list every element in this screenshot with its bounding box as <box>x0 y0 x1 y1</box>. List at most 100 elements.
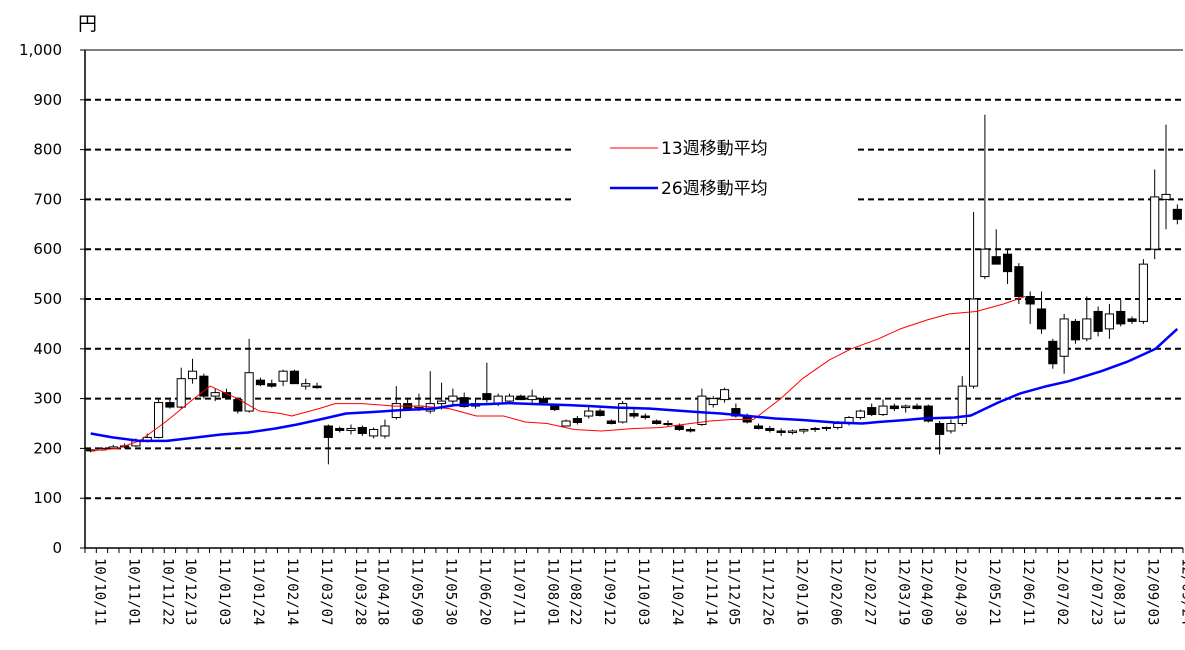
candle <box>640 413 650 420</box>
x-tick-label: 11/09/12 <box>601 558 617 625</box>
candle-body-up <box>278 370 288 382</box>
y-tick-label: 900 <box>33 91 62 109</box>
candle-body-up <box>719 389 730 401</box>
candle-body-up <box>957 385 967 424</box>
candle <box>312 382 322 389</box>
candle <box>1104 303 1114 339</box>
candle-body-down <box>923 405 933 422</box>
candle-body-up <box>301 383 311 387</box>
candle <box>1014 263 1024 304</box>
candle <box>1150 169 1160 260</box>
candle <box>335 426 345 433</box>
candle-body-down <box>1014 266 1024 298</box>
candle <box>1070 318 1081 344</box>
candle-body-up <box>821 426 832 429</box>
x-tick-label: 12/06/11 <box>1020 558 1036 625</box>
legend: 13週移動平均 26週移動平均 <box>575 125 858 222</box>
candle <box>289 369 299 385</box>
x-tick-label: 11/12/05 <box>726 558 742 625</box>
y-tick-label: 200 <box>33 439 62 457</box>
candle <box>776 428 786 436</box>
grid-lines <box>85 49 1183 500</box>
y-tick-label: 800 <box>33 141 62 159</box>
y-tick-label: 700 <box>33 190 62 208</box>
x-tick-label: 12/02/27 <box>861 558 877 625</box>
candle <box>527 389 537 404</box>
candle <box>1059 313 1069 374</box>
candle-body-down <box>629 413 639 417</box>
candle <box>799 428 809 434</box>
candle-body-up <box>504 395 515 402</box>
candle <box>1002 249 1013 285</box>
candle-body-down <box>606 420 616 425</box>
x-tick-label: 12/03/19 <box>895 558 911 625</box>
y-tick-label: 100 <box>33 489 62 507</box>
candle-body-up <box>369 428 379 437</box>
candle <box>278 369 288 387</box>
candle <box>901 404 911 413</box>
candle <box>629 409 639 419</box>
candle <box>436 382 447 410</box>
candle-body-down <box>165 402 175 408</box>
candle <box>572 416 582 425</box>
candle-body-up <box>1082 318 1092 340</box>
candle <box>1172 204 1182 225</box>
candle-body-up <box>810 427 820 430</box>
x-tick-label: 11/05/30 <box>443 558 459 625</box>
candle <box>923 404 933 423</box>
y-tick-label: 1,000 <box>19 41 62 59</box>
x-tick-label: 12/05/21 <box>986 558 1002 625</box>
candle <box>210 388 220 402</box>
candle-body-down <box>935 423 945 435</box>
x-tick-label: 11/02/14 <box>284 558 300 625</box>
candle <box>448 388 458 407</box>
candle-body-up <box>1161 193 1171 200</box>
x-tick-label: 11/10/24 <box>669 558 685 625</box>
x-tick-label: 10/12/13 <box>182 558 198 625</box>
candle-body-up <box>346 427 356 431</box>
candle-body-down <box>674 425 684 430</box>
candle <box>482 362 492 403</box>
candle <box>595 408 605 417</box>
candle <box>516 394 526 401</box>
x-tick-label: 12/09/03 <box>1144 558 1160 625</box>
x-tick-label: 12/07/02 <box>1054 558 1070 625</box>
candle-body-down <box>889 405 899 410</box>
candle <box>244 338 254 413</box>
candle-body-up <box>1138 263 1148 322</box>
candle-body-up <box>527 395 537 401</box>
y-tick-label: 600 <box>33 240 62 258</box>
x-tick-label: 11/08/22 <box>567 558 583 625</box>
candle <box>1048 338 1058 369</box>
candle-body-down <box>1036 308 1047 330</box>
legend-label-ma13: 13週移動平均 <box>661 139 768 159</box>
candle-body-down <box>312 385 322 389</box>
candle <box>1138 259 1148 324</box>
x-tick-label: 10/11/01 <box>126 558 142 625</box>
candle-body-down <box>459 397 469 408</box>
candle-body-up <box>561 420 571 427</box>
candle <box>855 409 865 420</box>
x-tick-label: 11/11/14 <box>703 558 719 625</box>
candle-body-up <box>244 372 254 412</box>
candle-body-down <box>1025 296 1035 305</box>
y-tick-label: 400 <box>33 340 62 358</box>
x-tick-label: 11/06/20 <box>477 558 493 625</box>
candle <box>267 379 277 388</box>
x-axis-labels: 10/10/11 10/11/01 10/11/22 10/12/13 11/01/03… <box>92 558 1185 625</box>
candle <box>346 424 356 435</box>
x-tick-label: 12/02/06 <box>827 558 843 625</box>
candle-body-up <box>855 410 865 419</box>
candle-body-up <box>878 405 888 416</box>
candle <box>301 378 311 390</box>
candle-body-up <box>799 428 809 432</box>
x-tick-label: 12/09/24 <box>1178 558 1185 625</box>
candle-body-down <box>289 370 299 385</box>
candle <box>867 403 877 417</box>
candle-body-down <box>1093 310 1103 332</box>
candle <box>380 419 390 439</box>
candle <box>618 401 628 424</box>
x-tick-label: 11/03/07 <box>318 558 334 625</box>
x-tick-label: 11/03/28 <box>352 558 368 625</box>
candle-body-up <box>380 425 390 437</box>
